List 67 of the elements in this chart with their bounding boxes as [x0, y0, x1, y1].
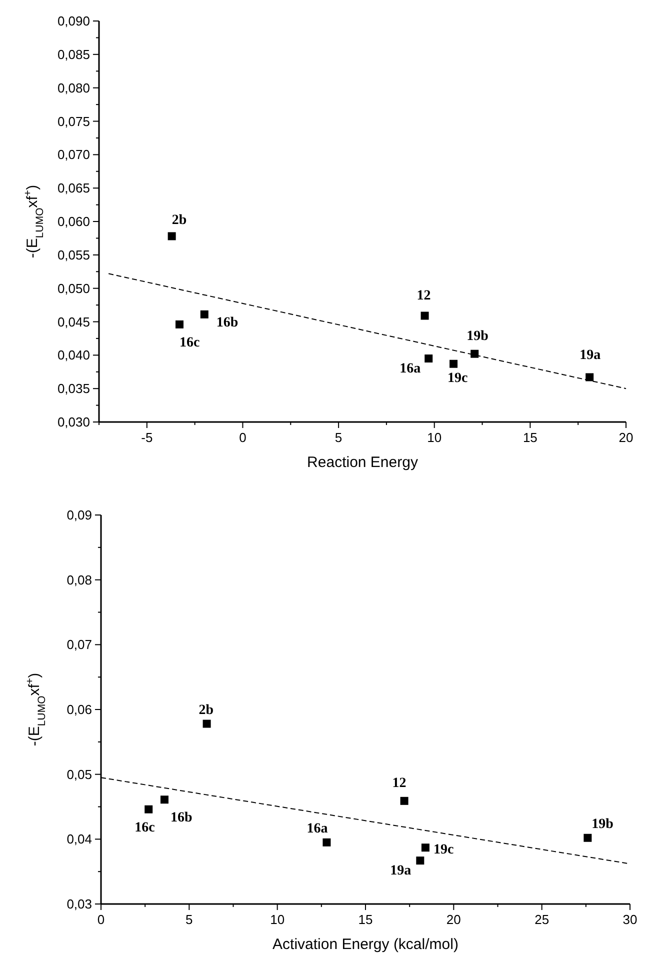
y-tick-label: 0,060 — [57, 214, 90, 229]
x-tick-label: 30 — [622, 912, 638, 927]
y-tick-label: 0,08 — [66, 572, 92, 588]
point — [322, 838, 331, 846]
point — [175, 320, 184, 328]
annotation: 19b — [466, 328, 489, 344]
x-tick-label: 0 — [239, 430, 246, 445]
point — [420, 312, 429, 320]
y-tick-label: 0,075 — [57, 114, 90, 129]
point — [160, 796, 168, 804]
annotation: 2b — [198, 702, 214, 718]
annotation: 19c — [433, 842, 454, 858]
y-tick-label: 0,03 — [66, 896, 92, 912]
point — [200, 310, 208, 318]
y-tick-label: 0,070 — [57, 147, 90, 162]
x-tick-label: 15 — [358, 912, 373, 927]
annotation: 16a — [400, 362, 421, 377]
x-tick-label: 5 — [334, 430, 342, 445]
annotation: 12 — [392, 776, 406, 791]
point — [470, 350, 479, 358]
annotation: 19a — [580, 348, 601, 364]
point — [421, 844, 430, 852]
y-tick-label: 0,030 — [57, 414, 90, 430]
annotation: 12 — [416, 288, 431, 304]
y-tick-label: 0,045 — [57, 314, 90, 330]
annotation: 16c — [134, 820, 155, 836]
x-tick-label: 10 — [427, 430, 442, 445]
x-tick-label: 10 — [270, 912, 285, 927]
annotation: 19c — [448, 370, 468, 386]
annotation: 16b — [216, 315, 238, 330]
x-axis-title: Activation Energy (kcal/mol) — [272, 936, 458, 953]
y-tick-label: 0,055 — [57, 247, 90, 262]
y-tick-label: 0,035 — [57, 381, 90, 396]
annotation: 19a — [390, 864, 412, 879]
y-tick-label: 0,085 — [57, 46, 90, 62]
x-tick-label: 25 — [534, 912, 550, 927]
point — [586, 373, 594, 382]
y-tick-label: 0,050 — [57, 280, 90, 296]
y-tick-label: 0,040 — [57, 348, 90, 363]
x-tick-label: 15 — [522, 430, 538, 445]
point — [400, 796, 408, 805]
y-tick-label: 0,04 — [66, 832, 92, 847]
point — [424, 354, 433, 363]
annotation: 19b — [592, 816, 614, 832]
y-tick-label: 0,09 — [66, 508, 92, 522]
annotation: 16b — [170, 810, 192, 826]
y-tick-label: 0,065 — [57, 180, 90, 196]
x-tick-label: 20 — [446, 912, 461, 927]
x-tick-label: 0 — [97, 912, 105, 927]
point — [144, 805, 153, 814]
x-tick-label: -5 — [141, 430, 153, 445]
x-tick-label: 20 — [618, 430, 634, 445]
point — [450, 360, 458, 368]
y-tick-label: 0,090 — [57, 14, 90, 28]
point — [168, 232, 176, 240]
annotation: 16a — [306, 821, 328, 836]
point — [416, 856, 424, 865]
y-tick-label: 0,080 — [57, 80, 90, 96]
annotation: 16c — [179, 335, 200, 350]
annotation: 2b — [172, 213, 187, 228]
point — [202, 720, 211, 728]
y-tick-label: 0,07 — [66, 637, 92, 652]
x-tick-label: 5 — [186, 912, 193, 927]
y-tick-label: 0,05 — [66, 766, 92, 782]
y-tick-label: 0,06 — [66, 702, 92, 717]
point — [584, 834, 592, 842]
x-axis-title: Reaction Energy — [307, 454, 418, 471]
